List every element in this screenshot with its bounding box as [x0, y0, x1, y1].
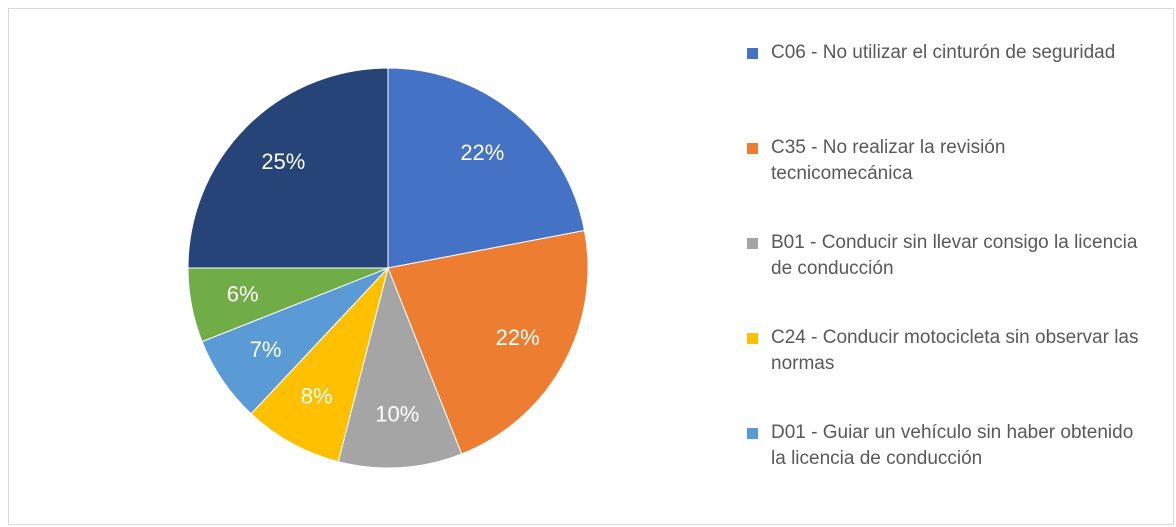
- legend-label: C35 - No realizar la revisión tecnicomec…: [771, 137, 1006, 184]
- legend-item: C06 - No utilizar el cinturón de segurid…: [747, 40, 1147, 135]
- data-label: 10%: [375, 402, 419, 427]
- data-label: 22%: [496, 325, 540, 350]
- data-label: 25%: [261, 149, 305, 174]
- legend-item: B01 - Conducir sin llevar consigo la lic…: [747, 230, 1147, 325]
- chart-frame: [8, 8, 1174, 525]
- data-label: 7%: [250, 337, 282, 362]
- legend-label: D01 - Guiar un vehículo sin haber obteni…: [771, 422, 1134, 469]
- legend-label: C06 - No utilizar el cinturón de segurid…: [771, 42, 1116, 63]
- legend-swatch: [747, 238, 758, 249]
- pie-slice: [387, 229, 589, 455]
- pie-slice: [337, 266, 463, 469]
- data-label: 22%: [460, 140, 504, 165]
- pie-slice: [387, 67, 586, 269]
- legend-swatch: [747, 48, 758, 59]
- legend: C06 - No utilizar el cinturón de segurid…: [747, 40, 1147, 515]
- legend-label: C24 - Conducir motocicleta sin observar …: [771, 327, 1139, 374]
- data-label: 8%: [301, 384, 333, 409]
- legend-swatch: [747, 143, 758, 154]
- legend-item: D01 - Guiar un vehículo sin haber obteni…: [747, 420, 1147, 515]
- pie-slice: [187, 67, 389, 269]
- legend-label: B01 - Conducir sin llevar consigo la lic…: [771, 232, 1138, 279]
- legend-swatch: [747, 428, 758, 439]
- legend-swatch: [747, 333, 758, 344]
- legend-item: C35 - No realizar la revisión tecnicomec…: [747, 135, 1147, 230]
- data-label: 6%: [227, 282, 259, 307]
- pie-slice: [250, 267, 389, 463]
- legend-item: C24 - Conducir motocicleta sin observar …: [747, 325, 1147, 420]
